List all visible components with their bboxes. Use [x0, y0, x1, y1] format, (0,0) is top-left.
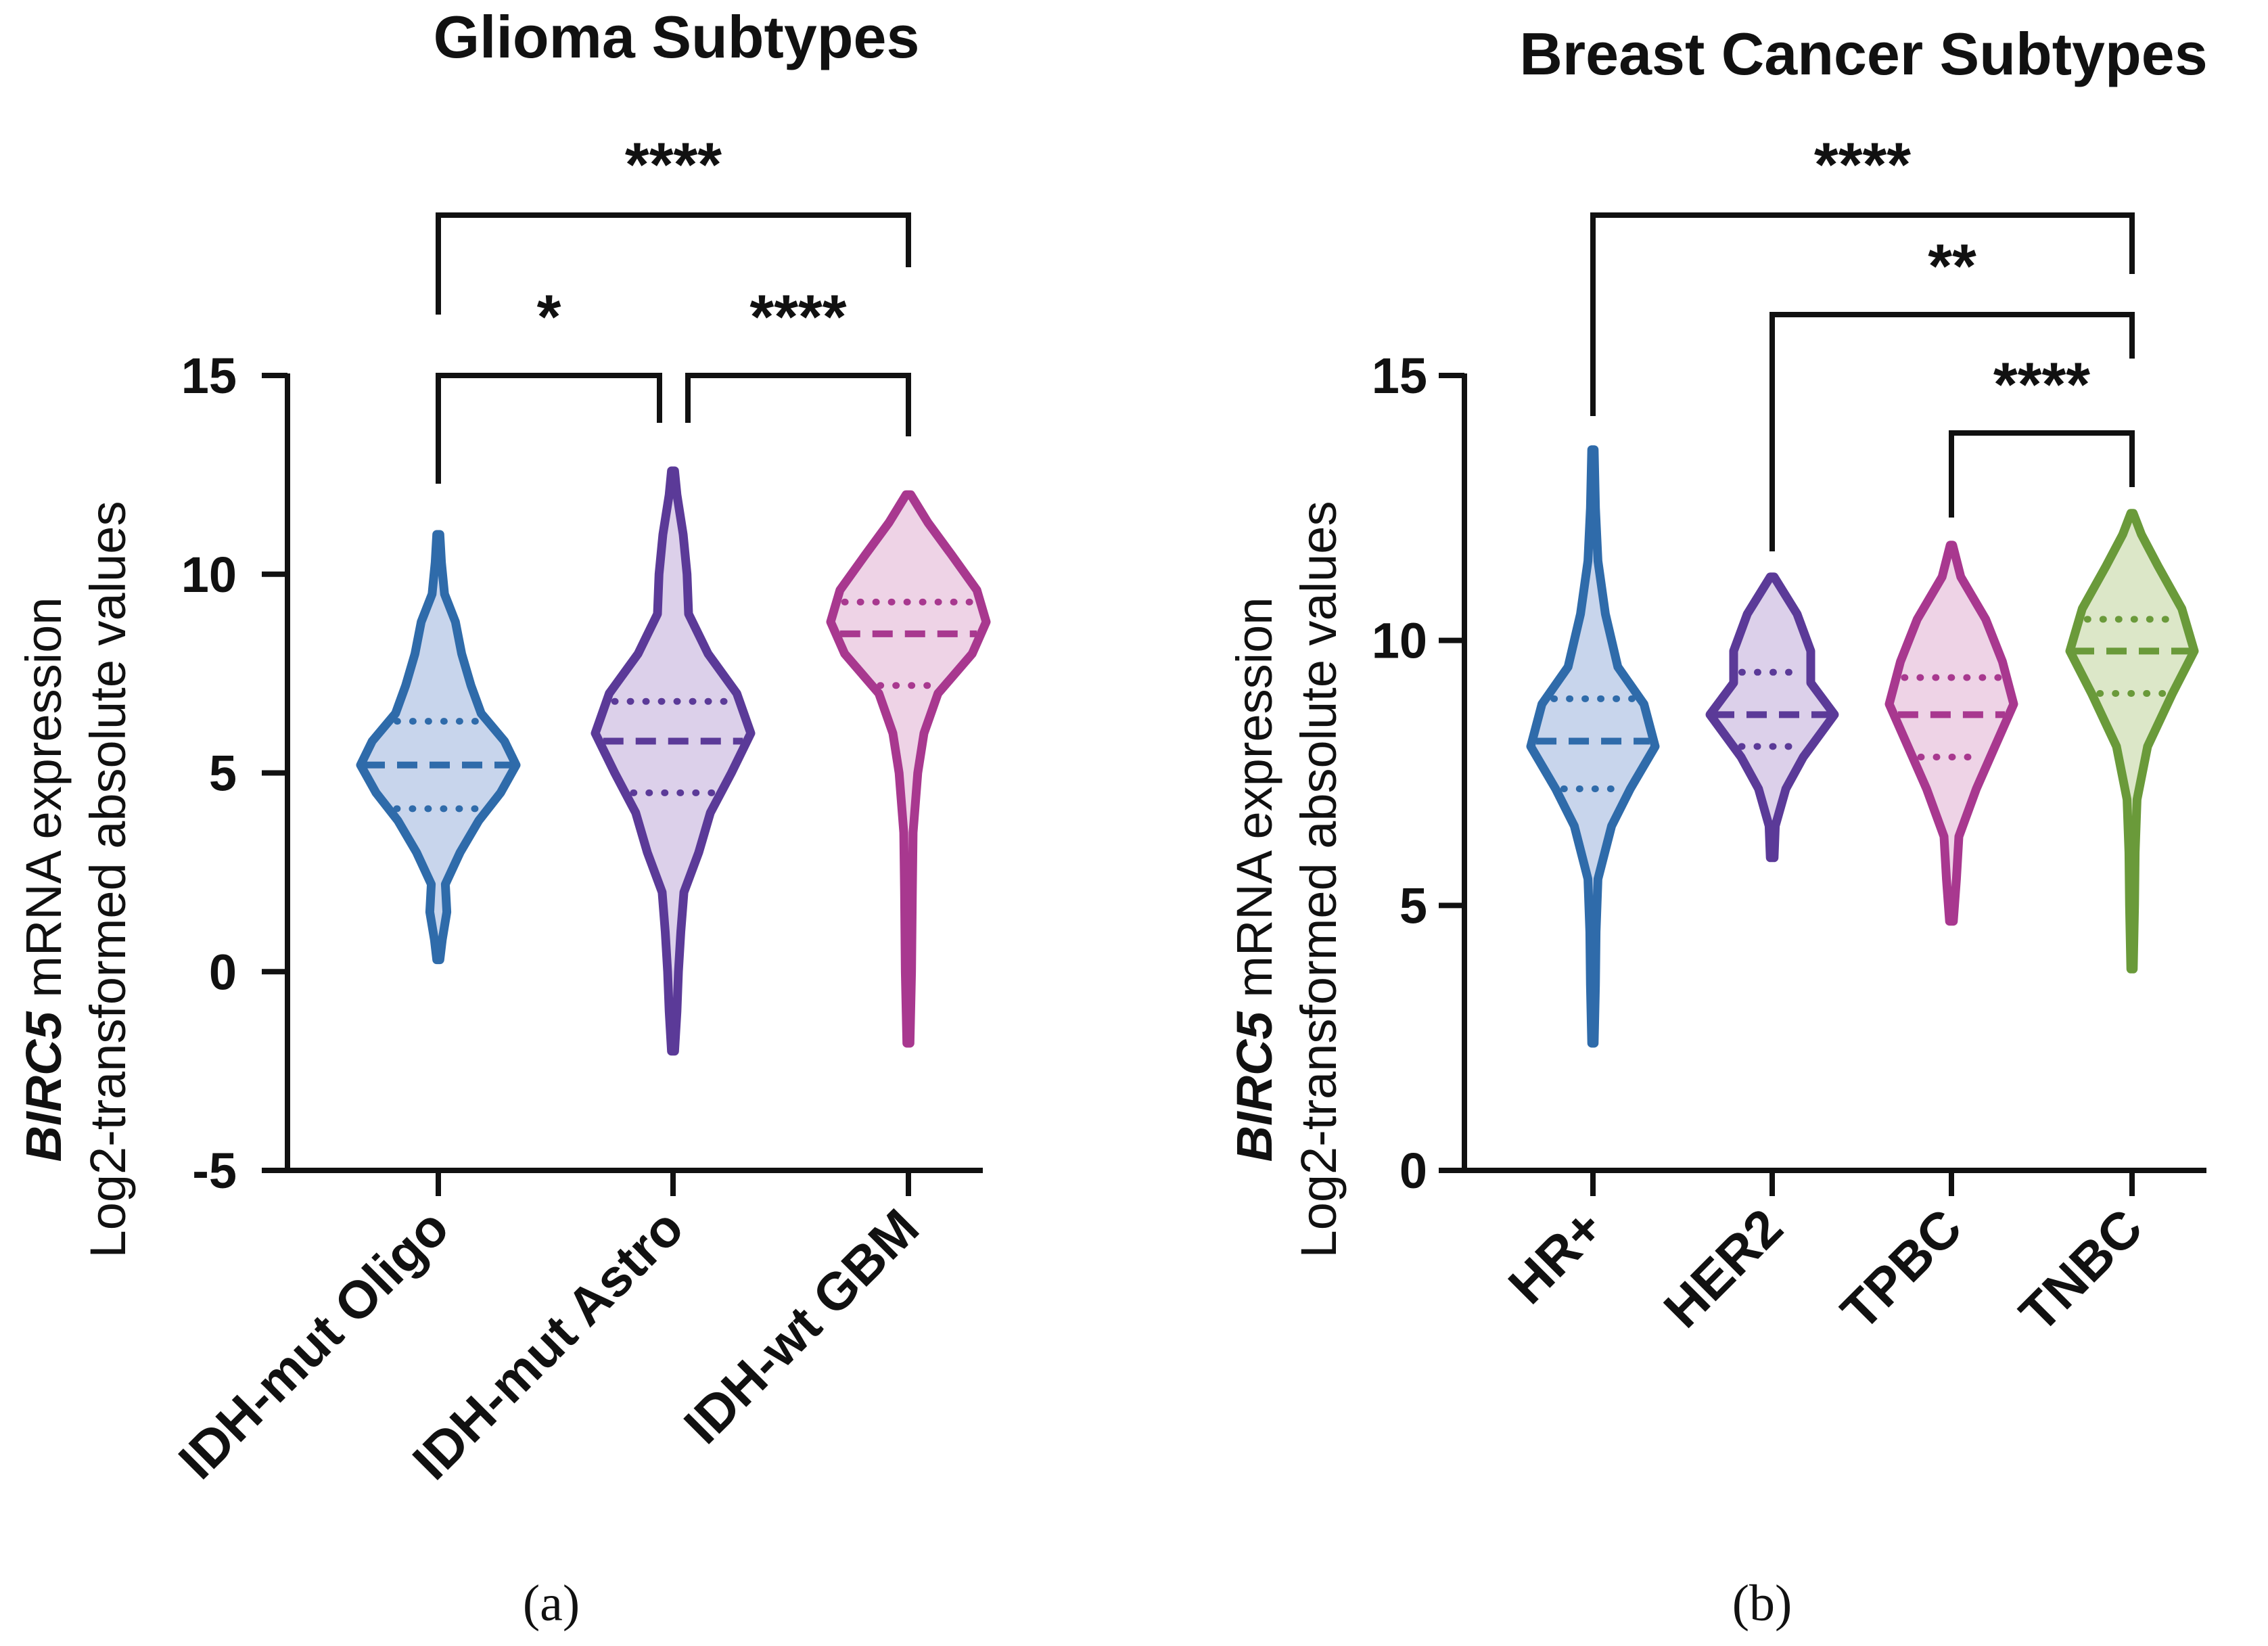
panel-a-significance-label: **** — [625, 131, 722, 200]
panel-b-significance-label: **** — [1814, 131, 1911, 200]
panel-b-ylabel-gene: BIRC5 — [1226, 1011, 1282, 1162]
panel-b-y-tick-label: 10 — [1372, 613, 1427, 669]
panel-a-significance-bracket — [436, 212, 911, 315]
panel-a-category-label: IDH-wt GBM — [672, 1197, 930, 1455]
panel-a-violin-1 — [591, 466, 756, 1056]
panel-b-ylabel-rest: mRNA expression — [1226, 597, 1282, 1012]
panel-b-violin-2 — [1884, 541, 2018, 926]
panel-a-y-tick-label: 15 — [181, 348, 237, 404]
panel-b-violin-3 — [2065, 509, 2199, 974]
panel-b-ylabel-line2: Log2-transformed absolute values — [1291, 501, 1347, 1258]
panel-b-significance-bracket — [1769, 312, 2135, 551]
panel-b-category-label: HER2 — [1652, 1197, 1794, 1339]
panel-a-title: Glioma Subtypes — [434, 3, 920, 70]
panel-b-ylabel-line1: BIRC5 mRNA expression — [1226, 597, 1282, 1162]
panel-a-y-tick-label: -5 — [192, 1143, 237, 1199]
panel-a-violin-0 — [356, 530, 521, 965]
panel-b-category-label: TPBC — [1830, 1197, 1973, 1341]
panel-a-ylabel-gene: BIRC5 — [16, 1011, 72, 1162]
panel-a-violin-2 — [826, 490, 991, 1048]
panel-b-violin-0 — [1526, 445, 1660, 1048]
panel-a-significance-bracket — [685, 373, 911, 436]
panel-b-significance-bracket — [1949, 430, 2135, 518]
panel-a-ylabel-line2: Log2-transformed absolute values — [80, 501, 136, 1258]
panel-b-label: (b) — [1732, 1575, 1792, 1632]
panel-a-significance-bracket — [436, 373, 662, 484]
panel-a-significance-label: * — [537, 283, 561, 352]
panel-b-y-tick-label: 0 — [1399, 1143, 1427, 1199]
panel-a-y-tick-label: 0 — [209, 944, 237, 1000]
panel-b-significance-bracket — [1590, 212, 2135, 416]
panel-a-label: (a) — [523, 1575, 580, 1632]
panel-a-y-tick-label: 10 — [181, 547, 237, 603]
panel-b-violin-1 — [1705, 572, 1839, 863]
panel-b-title: Breast Cancer Subtypes — [1519, 20, 2207, 87]
panel-b-significance-label: ** — [1928, 232, 1976, 301]
panel-b-significance-label: **** — [1993, 350, 2090, 419]
panel-a-significance-label: **** — [749, 283, 846, 352]
panel-a-ylabel-rest: mRNA expression — [16, 597, 72, 1012]
panel-b-y-tick-label: 15 — [1372, 348, 1427, 404]
panel-b-y-tick-label: 5 — [1399, 877, 1427, 934]
panel-b-category-label: TNBC — [2008, 1197, 2154, 1343]
panel-a-y-tick-label: 5 — [209, 746, 237, 802]
panel-b-category-label: HR+ — [1497, 1197, 1615, 1315]
panel-a-ylabel-line1: BIRC5 mRNA expression — [16, 597, 72, 1162]
